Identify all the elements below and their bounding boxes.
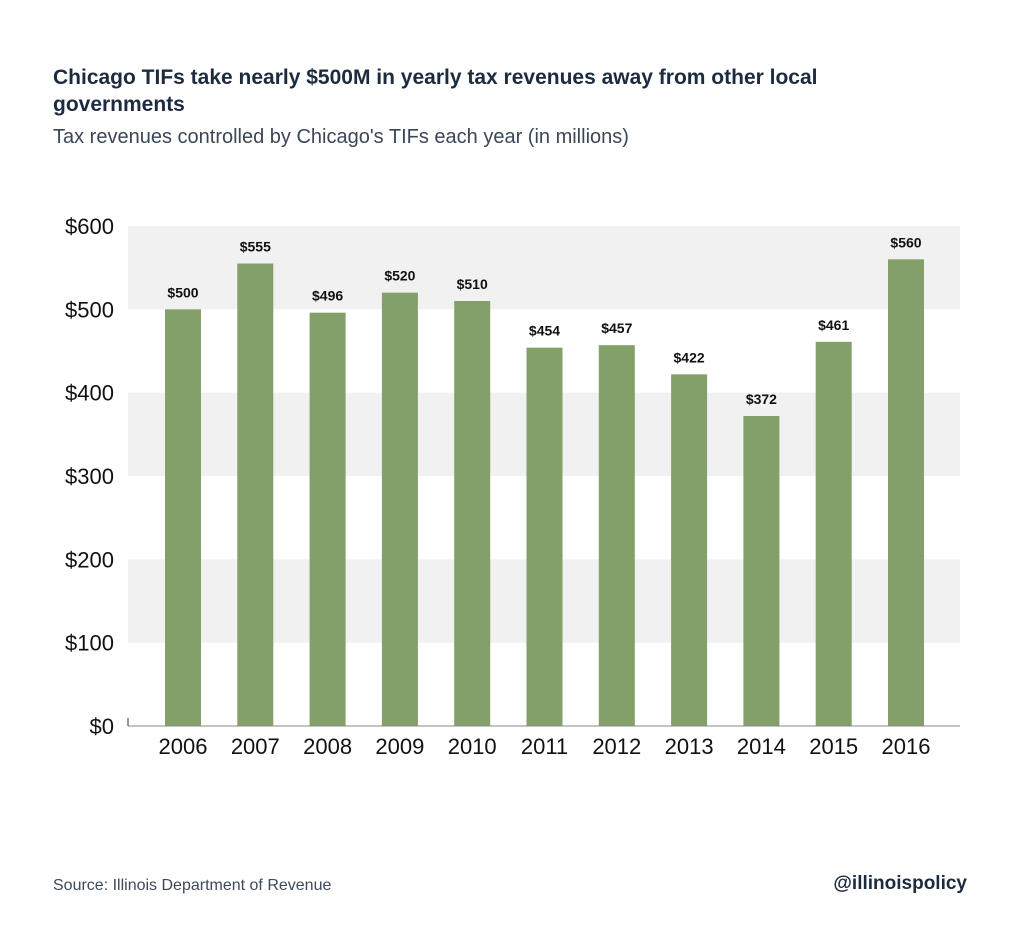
bar-series [165, 259, 924, 726]
bar-chart: $0$100$200$300$400$500$600 $500$555$496$… [65, 214, 960, 759]
bar [743, 416, 780, 726]
axes [127, 718, 960, 727]
chart-title: Chicago TIFs take nearly $500M in yearly… [53, 66, 818, 116]
bar [671, 374, 708, 726]
x-tick-label: 2010 [448, 734, 497, 759]
x-tick-label: 2014 [737, 734, 786, 759]
bar-data-label: $560 [890, 234, 921, 250]
bar-data-label: $496 [312, 288, 343, 304]
bar [815, 341, 852, 726]
bar [237, 263, 274, 726]
bar-data-label: $461 [818, 317, 849, 333]
x-tick-label: 2007 [231, 734, 280, 759]
x-tick-label: 2016 [882, 734, 931, 759]
bar-data-label: $457 [601, 320, 632, 336]
x-tick-label: 2006 [159, 734, 208, 759]
x-tick-label: 2015 [809, 734, 858, 759]
x-tick-label: 2013 [665, 734, 714, 759]
source-note: Source: Illinois Department of Revenue [53, 877, 332, 894]
bar-data-label: $520 [384, 268, 415, 284]
bar [454, 301, 491, 726]
chart-subtitle: Tax revenues controlled by Chicago's TIF… [53, 126, 629, 148]
y-tick-label: $500 [65, 297, 114, 322]
y-tick-label: $200 [65, 547, 114, 572]
bar-data-label: $500 [167, 284, 198, 300]
y-tick-label: $100 [65, 631, 114, 656]
bar [309, 312, 346, 726]
y-axis-tick-labels: $0 $100 $200 $300 $400 $500 $600 [65, 214, 114, 739]
x-tick-label: 2009 [375, 734, 424, 759]
bar-data-labels: $500 $555 $496 $520 $510 $454 $457 $422 $372 $461… [167, 234, 921, 407]
bar [165, 309, 201, 726]
bar [526, 347, 563, 726]
y-tick-label: $0 [90, 714, 114, 739]
bar-data-label: $510 [457, 276, 488, 292]
y-tick-label: $400 [65, 381, 114, 406]
brand-handle: @illinoispolicy [833, 873, 967, 894]
bar-data-label: $422 [674, 349, 705, 365]
x-tick-label: 2011 [521, 734, 568, 759]
x-tick-label: 2012 [592, 734, 641, 759]
x-tick-label: 2008 [303, 734, 352, 759]
bar [598, 345, 635, 726]
bar-data-label: $372 [746, 391, 777, 407]
x-axis-tick-labels: 2006 2007 2008 2009 2010 2011 2012 2013 2014 2015… [159, 734, 931, 759]
bar [381, 292, 418, 726]
bar-data-label: $454 [529, 323, 560, 339]
bar-data-label: $555 [240, 239, 271, 255]
y-tick-label: $300 [65, 464, 114, 489]
bar [888, 259, 924, 726]
y-tick-label: $600 [65, 214, 114, 239]
